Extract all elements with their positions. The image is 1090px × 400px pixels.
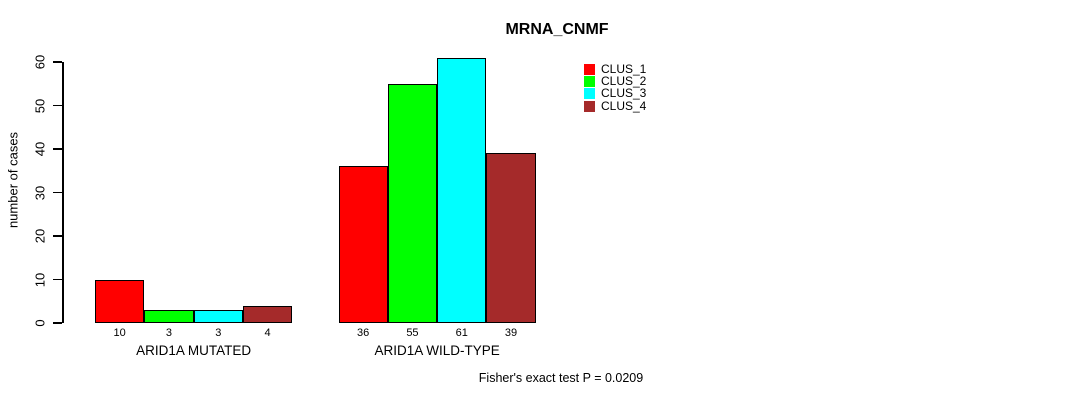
y-tick-label: 40	[32, 141, 48, 157]
bar-clus_1-2	[338, 166, 388, 323]
bar-clus_2-2	[387, 83, 438, 323]
y-tick-label: 20	[32, 228, 48, 244]
bar-value-label: 61	[455, 327, 468, 339]
y-tick-mark	[53, 278, 62, 281]
legend-label: CLUS_4	[601, 98, 647, 113]
bar-value-label: 39	[504, 327, 518, 339]
y-tick-mark	[53, 104, 62, 107]
y-tick-mark	[53, 148, 62, 150]
y-tick-mark	[53, 322, 62, 324]
bar-clus_3-2	[437, 57, 487, 323]
y-tick-label: 30	[32, 185, 48, 200]
group-label: ARID1A MUTATED	[136, 343, 252, 358]
y-tick-label: 60	[32, 54, 48, 70]
legend-label: CLUS_2	[601, 74, 647, 89]
legend-label: CLUS_1	[601, 62, 647, 76]
bar-value-label: 4	[264, 327, 271, 339]
legend-swatch-clus_1	[584, 64, 595, 75]
bar-value-label: 10	[113, 327, 126, 339]
bar-clus_4-1	[242, 305, 293, 323]
bar-clus_2-1	[144, 309, 194, 323]
y-axis-line	[62, 62, 64, 323]
y-tick-mark	[53, 235, 62, 237]
y-tick-label: 50	[32, 98, 48, 113]
legend-swatch-clus_3	[584, 88, 595, 100]
bar-value-label: 55	[406, 327, 419, 339]
y-tick-mark	[53, 191, 62, 194]
bar-value-label: 3	[165, 327, 172, 339]
y-axis-title: number of cases	[5, 131, 21, 229]
legend-swatch-clus_2	[584, 76, 595, 88]
chart-title: MRNA_CNMF	[505, 21, 609, 38]
bar-value-label: 36	[357, 327, 370, 339]
y-tick-label: 0	[32, 319, 48, 327]
group-label: ARID1A WILD-TYPE	[374, 343, 500, 358]
bar-clus_3-1	[193, 309, 243, 323]
legend-swatch-clus_4	[584, 100, 595, 112]
legend-label: CLUS_3	[601, 86, 647, 101]
y-tick-mark	[53, 61, 62, 63]
y-tick-label: 10	[32, 272, 48, 287]
bar-clus_1-1	[95, 279, 145, 323]
bar-value-label: 3	[215, 327, 222, 339]
bar-clus_4-2	[486, 153, 536, 323]
fisher-test-note: Fisher's exact test P = 0.0209	[478, 371, 644, 385]
